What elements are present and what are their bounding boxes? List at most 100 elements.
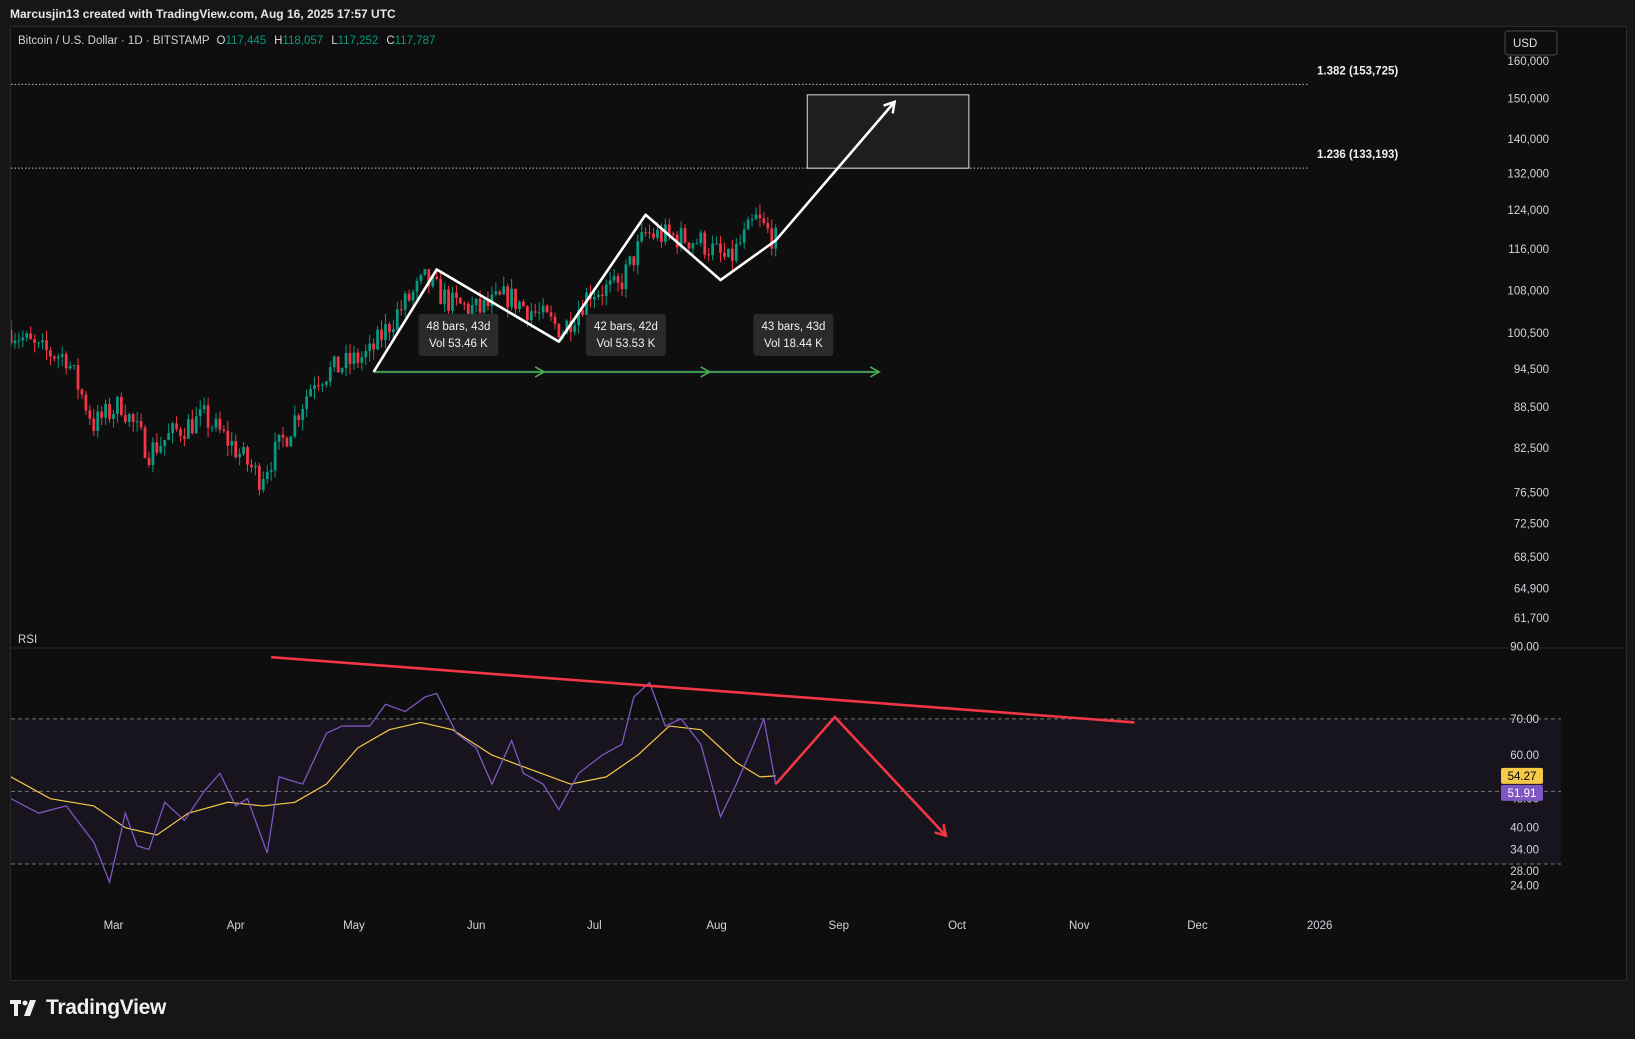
target-box[interactable] [806,94,970,169]
price-tick-6: 108,000 [1507,286,1549,298]
time-tick-8: Nov [1069,920,1090,932]
candle-body-26 [112,414,115,420]
candle-body-114 [458,297,462,304]
candle-body-24 [104,403,107,418]
candle-body-60 [246,447,249,465]
projection-arrow[interactable] [774,103,894,242]
candle-body-57 [234,441,238,458]
candle-body-32 [135,421,139,423]
price-tick-2: 140,000 [1507,134,1549,146]
candle-body-194 [774,227,778,249]
candle-body-127 [510,288,513,308]
candle-body-56 [230,441,234,446]
candle-body-31 [131,414,135,422]
candle-body-159 [636,241,640,266]
range-volume-label-0: Vol 53.46 K [429,338,488,350]
candle-body-62 [254,465,257,468]
candle-body-44 [183,436,186,439]
legend-close-label: C [386,35,394,47]
candle-body-184 [734,243,738,261]
candle-body-30 [127,414,131,422]
candle-body-128 [514,288,517,309]
candle-body-17 [76,365,80,390]
candle-body-51 [210,427,214,429]
chart-canvas[interactable]: 1.382 (153,725) 1.236 (133,193) 48 bars, … [11,27,1626,980]
currency-button[interactable]: USD [1504,30,1558,56]
rsi-forecast-arrow[interactable] [774,715,945,835]
price-tick-13: 68,500 [1514,552,1549,564]
candle-body-112 [451,292,454,311]
candle-body-187 [746,219,750,230]
candle-body-23 [100,411,104,418]
candle-body-145 [581,310,584,315]
candle-body-150 [600,294,604,297]
rsi-trendline[interactable] [271,655,1135,724]
candle-body-75 [305,396,309,409]
time-axis[interactable]: Mar Apr May Jun Jul Aug Sep Oct Nov Dec 2026 [104,920,1333,932]
candle-body-152 [608,280,612,285]
candle-body-116 [466,303,470,315]
candle-body-190 [758,214,762,219]
rsi-title: RSI [18,634,37,646]
candle-body-153 [612,276,616,281]
candle-body-119 [478,298,482,313]
candle-body-83 [336,356,340,373]
candle-body-106 [427,269,431,287]
chart-frame[interactable]: 1.382 (153,725) 1.236 (133,193) 48 bars, … [10,26,1627,981]
tradingview-logo-icon [10,1000,36,1016]
candle-body-102 [411,291,415,301]
price-tick-10: 82,500 [1514,443,1549,455]
candle-body-12 [56,356,60,359]
price-pane[interactable]: 1.382 (153,725) 1.236 (133,193) 48 bars, … [11,35,1398,496]
rsi-tick-7: 24.00 [1510,881,1539,893]
candle-body-111 [447,289,450,311]
candle-body-52 [214,418,218,428]
candle-body-15 [68,365,72,369]
price-tick-4: 124,000 [1507,205,1549,217]
range-box-0 [418,313,499,356]
candle-body-21 [92,418,96,431]
candle-body-104 [419,274,423,281]
candle-body-179 [715,243,718,245]
range-box-2 [753,313,834,356]
candle-body-101 [407,293,411,301]
price-tick-15: 61,700 [1514,613,1549,625]
rsi-pane[interactable]: RSI [11,634,1561,885]
tradingview-logo[interactable]: TradingView [10,996,166,1020]
time-tick-2: May [343,920,365,932]
candle-body-20 [88,410,92,419]
zigzag-pattern[interactable] [372,213,777,373]
legend-low-label: L [331,35,338,47]
candle-body-1 [13,340,17,344]
candle-body-34 [143,427,147,458]
price-axis[interactable]: 160,000 150,000 140,000 132,000 124,000 116,0… [1507,56,1549,625]
candle-body-92 [372,343,376,350]
date-range-arrows[interactable] [373,366,881,378]
candle-body-18 [80,389,84,395]
candle-body-33 [139,421,143,428]
candle-body-178 [711,243,715,256]
candle-body-167 [667,224,671,234]
candle-body-160 [640,232,644,242]
candle-body-38 [159,446,163,453]
candle-body-71 [289,436,293,447]
candle-body-137 [549,312,553,317]
candle-body-84 [340,367,344,373]
candle-body-93 [376,329,379,350]
candle-body-122 [490,294,494,307]
candle-body-58 [238,454,242,458]
tradingview-wordmark: TradingView [46,996,167,1019]
candle-body-124 [498,291,502,295]
range-volume-label-1: Vol 53.53 K [597,338,656,350]
time-tick-10: 2026 [1307,920,1333,932]
candle-body-10 [49,350,52,357]
candle-body-63 [257,465,261,490]
price-tick-3: 132,000 [1507,168,1549,180]
candle-body-37 [155,442,159,453]
rsi-ma-badge-bg [1501,767,1543,784]
range-bars-label-2: 43 bars, 43d [761,321,825,333]
time-tick-7: Oct [948,920,967,932]
legend-open-value: 117,445 [225,35,266,47]
rsi-tick-4: 40.00 [1510,823,1539,835]
